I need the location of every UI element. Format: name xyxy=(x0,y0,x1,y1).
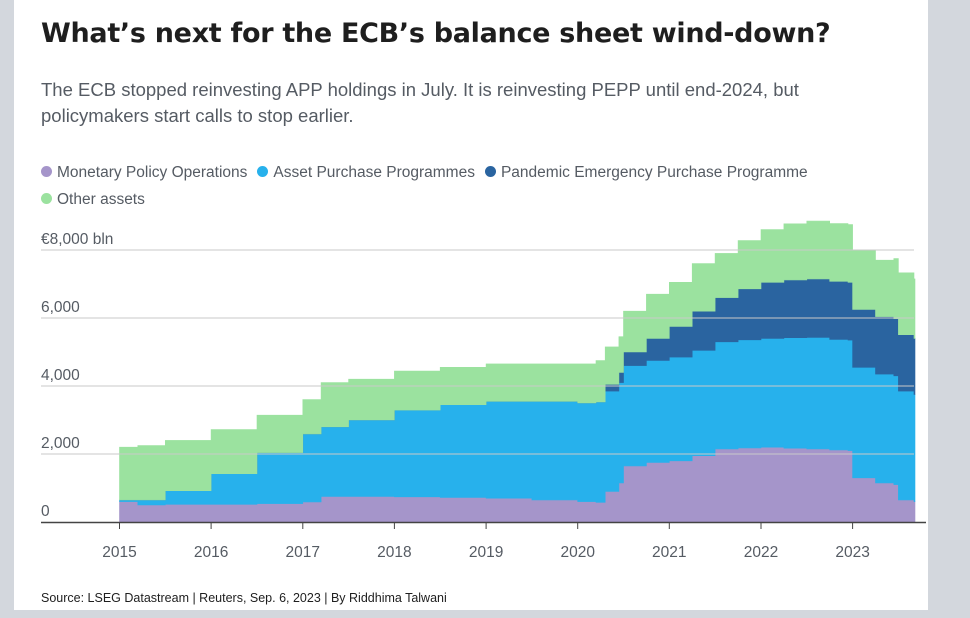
chart-legend: Monetary Policy Operations Asset Purchase… xyxy=(41,159,911,213)
chart-plot: 0 2,000 4,000 6,000 €8,000 bln 2015 2016 2017 20… xyxy=(41,220,926,561)
legend-swatch xyxy=(257,166,269,177)
x-tick-label: 2019 xyxy=(469,544,503,561)
x-tick-label: 2023 xyxy=(835,544,869,561)
legend-item-other-assets: Other assets xyxy=(41,186,145,213)
legend-label: Asset Purchase Programmes xyxy=(273,164,475,181)
area-other-assets xyxy=(119,220,916,501)
y-tick-label: 2,000 xyxy=(41,435,80,452)
legend-swatch xyxy=(41,193,52,204)
chart-subtitle: The ECB stopped reinvesting APP holdings… xyxy=(41,79,799,126)
y-tick-label: 4,000 xyxy=(41,367,80,384)
x-tick-label: 2018 xyxy=(377,544,411,561)
legend-swatch xyxy=(41,166,52,177)
x-tick-label: 2020 xyxy=(560,544,595,561)
chart-title: What’s next for the ECB’s balance sheet … xyxy=(41,18,831,49)
legend-item-monetary-policy-operations: Monetary Policy Operations xyxy=(41,159,247,186)
y-tick-label: 0 xyxy=(41,503,50,520)
x-tick-label: 2022 xyxy=(744,544,778,561)
x-tick-label: 2016 xyxy=(194,544,228,561)
x-tick-label: 2021 xyxy=(652,544,686,561)
area-layer xyxy=(119,220,916,523)
legend-label: Other assets xyxy=(57,191,145,208)
legend-item-pandemic-emergency-purchase-programme: Pandemic Emergency Purchase Programme xyxy=(484,159,808,186)
x-tick-label: 2017 xyxy=(286,544,320,561)
x-tick-label: 2015 xyxy=(102,544,136,561)
chart-card: What’s next for the ECB’s balance sheet … xyxy=(14,0,928,610)
y-tick-label: 6,000 xyxy=(41,299,80,316)
y-tick-label: €8,000 bln xyxy=(41,231,113,248)
legend-swatch xyxy=(484,166,496,177)
chart-source: Source: LSEG Datastream | Reuters, Sep. … xyxy=(41,591,447,605)
legend-label: Pandemic Emergency Purchase Programme xyxy=(500,164,808,181)
legend-item-asset-purchase-programmes: Asset Purchase Programmes xyxy=(257,159,475,186)
legend-label: Monetary Policy Operations xyxy=(57,164,248,181)
